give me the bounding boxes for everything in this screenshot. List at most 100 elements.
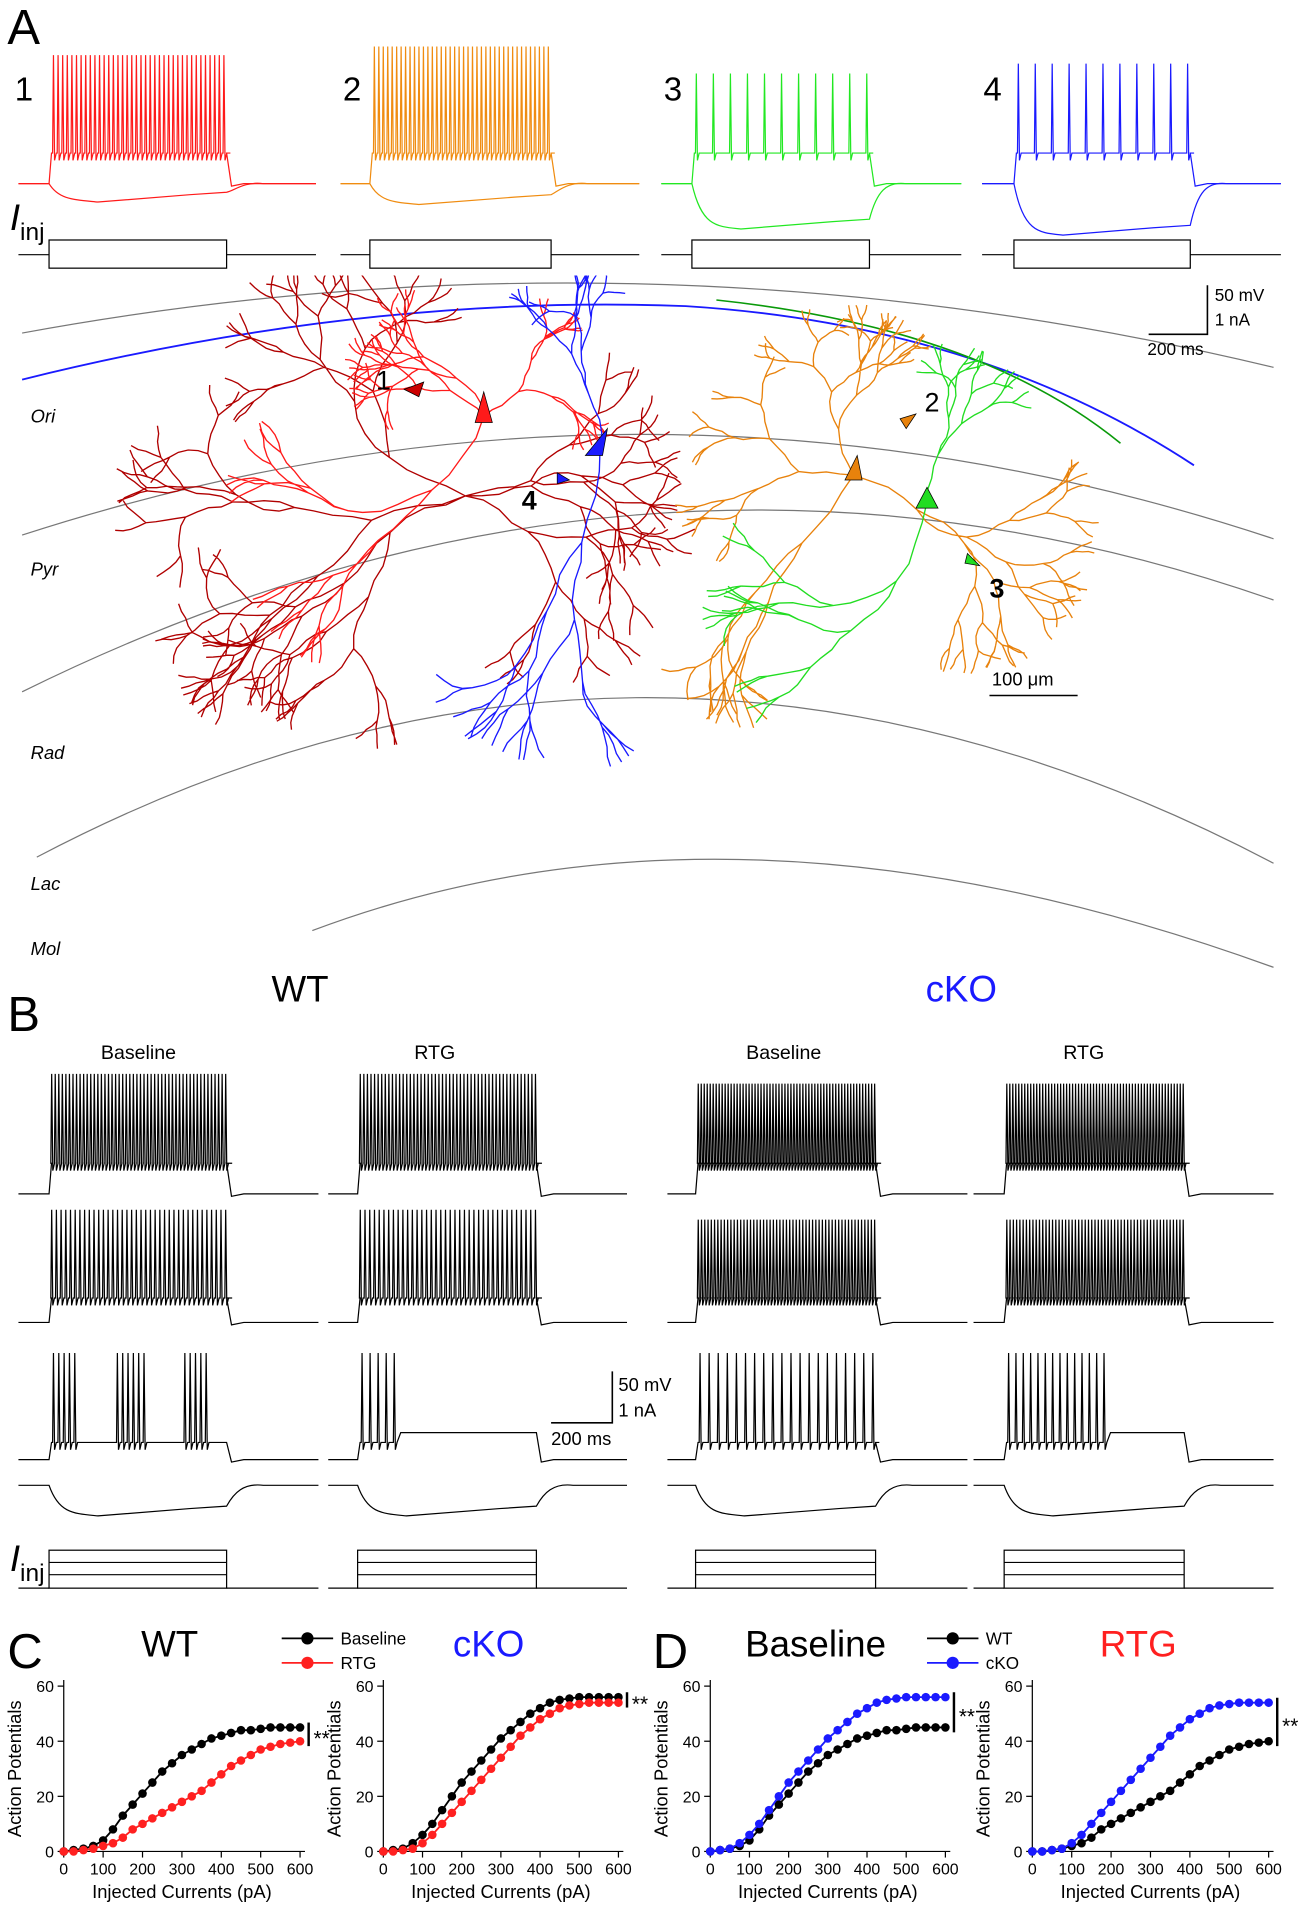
data-point [1165,1731,1175,1740]
soma [474,390,493,423]
data-point [525,1709,535,1718]
y-tick-label: 20 [1005,1789,1023,1806]
data-point [754,1819,764,1829]
data-point [1057,1844,1067,1853]
x-axis-label: Injected Currents (pA) [92,1881,272,1902]
data-point [418,1830,427,1840]
current-step [1013,239,1191,269]
x-tick-label: 500 [1216,1862,1243,1879]
data-point [1116,1814,1126,1823]
legend-marker [301,1656,314,1669]
data-point [921,1692,931,1702]
x-tick-label: 200 [775,1862,802,1879]
x-tick-label: 0 [379,1862,388,1879]
data-point [457,1797,466,1807]
x-tick-label: 600 [1255,1862,1282,1879]
layer-label: Rad [31,742,65,763]
data-point [295,1723,305,1732]
data-point [256,1724,265,1734]
x-tick-label: 600 [932,1862,959,1879]
data-point [246,1725,256,1735]
data-point [486,1764,496,1774]
x-tick-label: 300 [488,1862,515,1879]
data-point [177,1750,187,1760]
voltage-trace [18,55,316,187]
data-point [1156,1742,1165,1752]
data-point [1165,1786,1175,1796]
data-point [794,1778,803,1787]
x-tick-label: 100 [1058,1862,1085,1879]
soma [844,454,863,481]
panel-label: D [653,1625,688,1679]
data-point [437,1819,447,1829]
data-point [584,1698,594,1707]
data-point [1116,1786,1126,1796]
data-point [1175,1778,1185,1787]
data-point [774,1792,784,1801]
chart-title: Baseline [745,1624,886,1665]
current-step [48,239,228,269]
scale-label: 100 μm [992,669,1054,690]
voltage-trace [973,1219,1274,1326]
y-axis-label: Action Potentials [972,1700,993,1837]
current-step [18,1561,319,1589]
voltage-trace [18,182,316,203]
y-tick-label: 20 [36,1789,54,1806]
voltage-trace [667,1353,968,1463]
voltage-trace [18,1353,319,1463]
data-point [236,1756,246,1765]
current-step [328,1561,628,1589]
data-point [236,1725,246,1735]
data-point [148,1778,157,1787]
voltage-trace [973,1353,1274,1463]
x-tick-label: 500 [893,1862,920,1879]
data-point [437,1805,447,1815]
data-point [197,1739,206,1749]
voltage-trace [973,1083,1274,1198]
data-point [467,1786,476,1796]
data-point [1254,1698,1264,1707]
data-point [1126,1808,1136,1818]
data-point [764,1805,774,1815]
data-point [1096,1825,1106,1834]
legend-label: Baseline [340,1628,406,1648]
data-point [108,1838,118,1848]
x-tick-label: 300 [1137,1862,1164,1879]
data-point [1077,1838,1086,1848]
data-point [1205,1703,1214,1713]
x-tick-label: 0 [59,1862,68,1879]
x-tick-label: 200 [1098,1862,1125,1879]
voltage-trace [18,1484,319,1517]
chart-title: WT [141,1624,198,1665]
data-point [118,1833,128,1842]
data-point [379,1847,388,1856]
data-point [1028,1847,1037,1856]
y-tick-label: 0 [45,1845,54,1862]
series-line [1032,1701,1269,1853]
trace-number: 2 [343,71,361,108]
data-point [784,1789,793,1798]
iinj-label: Iinj [10,1538,45,1587]
cell-number: 1 [376,365,391,395]
legend-marker [946,1632,959,1645]
data-point [295,1736,305,1746]
data-point [725,1844,735,1853]
data-point [604,1698,613,1707]
data-point [1096,1808,1106,1818]
data-point [285,1723,295,1732]
data-point [276,1739,285,1749]
voltage-trace [340,182,640,206]
data-point [79,1845,88,1855]
data-point [1224,1699,1234,1709]
y-tick-label: 0 [692,1845,701,1862]
data-point [1146,1797,1155,1807]
x-tick-label: 600 [287,1862,314,1879]
x-tick-label: 300 [169,1862,196,1879]
data-point [477,1775,486,1785]
voltage-trace [667,1083,968,1198]
data-point [187,1792,197,1801]
data-point [862,1731,872,1740]
data-point [574,1692,584,1702]
data-point [901,1692,911,1702]
y-tick-label: 40 [683,1734,701,1751]
